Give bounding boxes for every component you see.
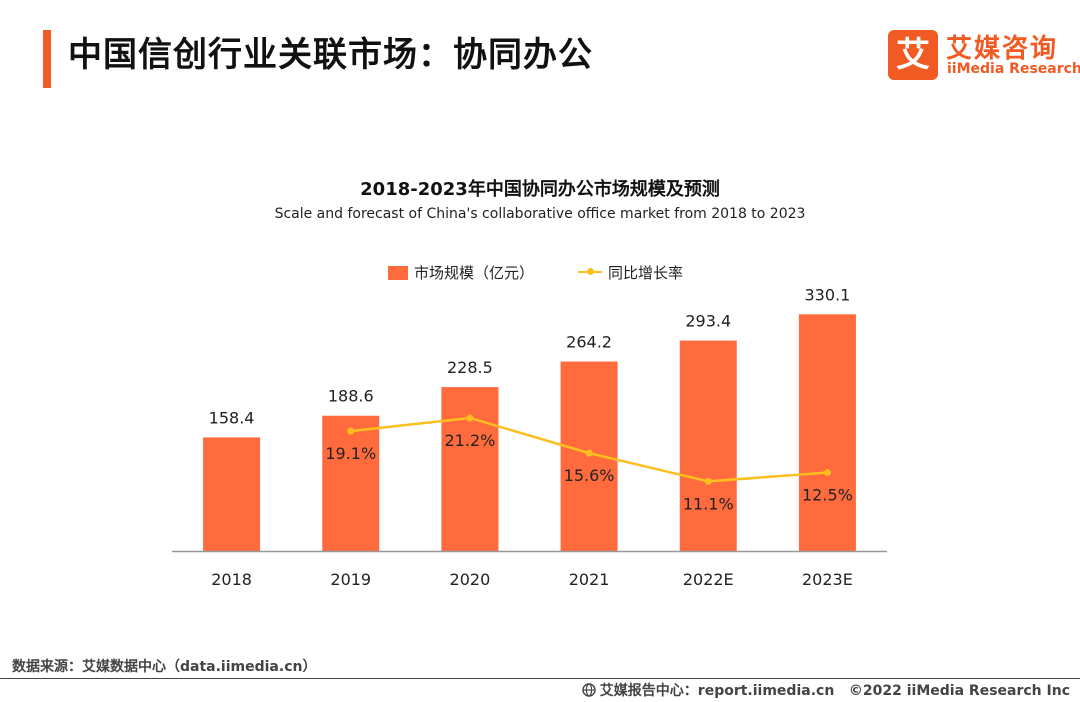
report-center-link[interactable]: 艾媒报告中心：report.iimedia.cn: [599, 683, 835, 699]
footer-divider: [0, 678, 1080, 679]
bar-label-2021: 264.2: [566, 333, 612, 352]
x-tick-label-2023E: 2023E: [802, 570, 853, 589]
bar-2022E: [679, 340, 737, 551]
globe-icon: [582, 683, 596, 697]
growth-point-2020: [466, 414, 474, 422]
x-tick-label-2019: 2019: [330, 570, 371, 589]
logo-name-en: iiMedia Research: [947, 61, 1080, 77]
growth-point-2022E: [704, 477, 712, 485]
logo-mark: 艾: [888, 30, 938, 80]
footer-info: 艾媒报告中心：report.iimedia.cn ©2022 iiMedia R…: [582, 680, 1070, 700]
legend-line-swatch: [578, 266, 602, 278]
bar-label-2022E: 293.4: [685, 312, 731, 331]
title-accent-bar: [43, 30, 51, 88]
growth-label-2023E: 12.5%: [802, 486, 853, 505]
bar-2019: [322, 415, 380, 551]
x-tick-label-2020: 2020: [450, 570, 491, 589]
bar-2023E: [798, 314, 856, 551]
bar-2018: [203, 437, 261, 551]
legend-item-growth-rate: 同比增长率: [578, 262, 683, 284]
legend-label-market-size: 市场规模（亿元）: [414, 264, 535, 282]
growth-label-2022E: 11.1%: [683, 494, 734, 513]
logo-name-cn: 艾媒咨询: [946, 34, 1059, 64]
chart-subtitle: Scale and forecast of China's collaborat…: [274, 206, 806, 222]
bar-label-2019: 188.6: [328, 387, 374, 406]
bar-label-2018: 158.4: [209, 408, 255, 427]
growth-label-2020: 21.2%: [445, 431, 496, 450]
growth-point-2019: [347, 427, 355, 435]
chart-title: 2018-2023年中国协同办公市场规模及预测: [360, 179, 720, 200]
copyright-text: ©2022 iiMedia Research Inc: [848, 683, 1070, 699]
legend-bar-swatch: [388, 266, 408, 280]
growth-point-2021: [585, 449, 593, 457]
bar-label-2023E: 330.1: [805, 285, 851, 304]
bar-2020: [441, 387, 499, 551]
x-tick-label-2022E: 2022E: [683, 570, 734, 589]
x-tick-label-2021: 2021: [569, 570, 610, 589]
iimedia-logo: 艾 艾媒咨询 iiMedia Research: [888, 30, 1080, 84]
page-title: 中国信创行业关联市场：协同办公: [68, 35, 593, 75]
x-tick-label-2018: 2018: [211, 570, 252, 589]
legend-item-market-size: 市场规模（亿元）: [388, 262, 534, 284]
growth-label-2019: 19.1%: [325, 444, 376, 463]
data-source: 数据来源：艾媒数据中心（data.iimedia.cn）: [12, 659, 317, 675]
bar-label-2020: 228.5: [447, 358, 493, 377]
growth-point-2023E: [823, 469, 831, 477]
legend-label-growth-rate: 同比增长率: [608, 264, 684, 282]
growth-label-2021: 15.6%: [564, 466, 615, 485]
